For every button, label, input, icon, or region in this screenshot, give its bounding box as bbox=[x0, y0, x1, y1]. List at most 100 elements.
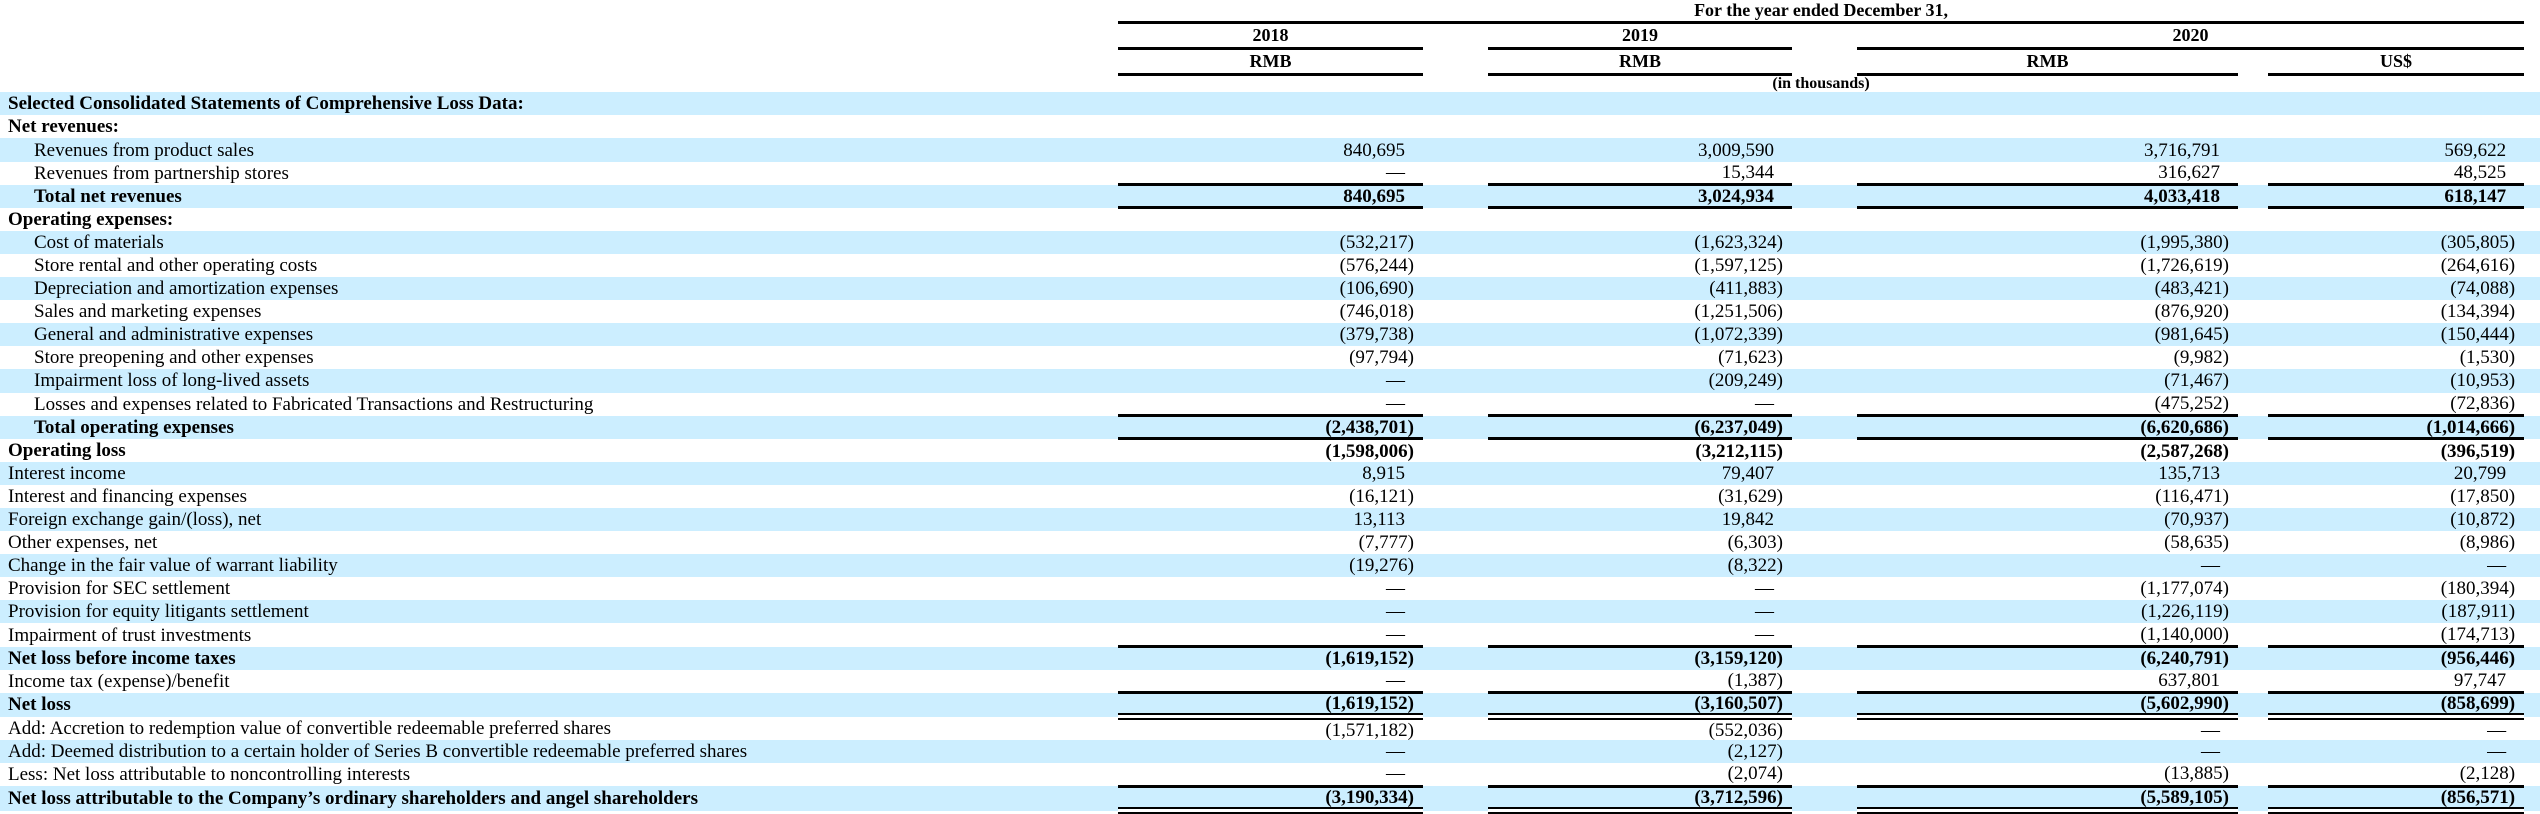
row-label: Revenues from partnership stores bbox=[34, 162, 289, 184]
column-gap bbox=[1792, 439, 1857, 462]
column-gap bbox=[2238, 184, 2268, 208]
cell-2019-rmb: — bbox=[1755, 578, 1774, 600]
column-gap bbox=[1792, 461, 1857, 485]
cell-2020-usd: (2,128) bbox=[2459, 763, 2516, 785]
cell-2020-usd: (150,444) bbox=[2268, 323, 2525, 347]
cell-2018-rmb: (106,690) bbox=[1118, 277, 1423, 301]
table-body: Selected Consolidated Statements of Comp… bbox=[0, 92, 2540, 814]
cell-2019-rmb bbox=[1488, 92, 1792, 116]
cell-2020-usd: 97,747 bbox=[2453, 669, 2507, 691]
right-margin bbox=[2524, 531, 2540, 554]
header-spacer bbox=[2524, 22, 2540, 48]
cell-2020-usd: (305,805) bbox=[2268, 230, 2525, 254]
cell-2019-rmb: (1,623,324) bbox=[1488, 230, 1792, 254]
row-label: Sales and marketing expenses bbox=[34, 301, 262, 323]
row-label: Impairment loss of long-lived assets bbox=[0, 369, 1118, 393]
table-row: Add: Accretion to redemption value of co… bbox=[0, 717, 2540, 740]
column-gap bbox=[1423, 393, 1488, 416]
column-gap bbox=[1792, 393, 1857, 416]
row-label: Store rental and other operating costs bbox=[34, 255, 318, 276]
cell-2018-rmb: — bbox=[1118, 369, 1423, 393]
cell-2018-rmb: (1,619,152) bbox=[1118, 691, 1423, 721]
cell-2019-rmb: (2,074) bbox=[1727, 763, 1783, 785]
header-gap bbox=[2238, 48, 2268, 74]
cell-2019-rmb: (1,072,339) bbox=[1488, 323, 1792, 347]
row-label: Store preopening and other expenses bbox=[34, 347, 314, 369]
cell-2018-rmb: (1,571,182) bbox=[1325, 719, 1414, 740]
cell-2020-rmb: (483,421) bbox=[1857, 277, 2238, 301]
cell-2019-rmb: (209,249) bbox=[1488, 369, 1792, 393]
cell-2019-rmb: 3,009,590 bbox=[1488, 138, 1792, 162]
column-gap bbox=[1423, 507, 1488, 532]
column-gap bbox=[1423, 184, 1488, 208]
cell-2020-rmb: (1,140,000) bbox=[2140, 623, 2229, 645]
row-label: Net loss before income taxes bbox=[0, 646, 1118, 670]
cell-2020-usd: (858,699) bbox=[2268, 691, 2525, 721]
table-row: Revenues from product sales 840,695 3,009,… bbox=[0, 138, 2540, 162]
row-label: Change in the fair value of warrant liab… bbox=[0, 554, 1118, 578]
cell-2019-rmb: 19,842 bbox=[1488, 507, 1792, 532]
row-label: Other expenses, net bbox=[8, 532, 158, 554]
column-gap bbox=[1423, 346, 1488, 369]
cell-2018-rmb bbox=[1118, 115, 1423, 138]
row-label: Operating loss bbox=[8, 439, 126, 461]
column-gap bbox=[1423, 485, 1488, 508]
cell-2020-rmb: (9,982) bbox=[2173, 347, 2229, 369]
column-gap bbox=[2238, 323, 2268, 347]
table-row: Interest and financing expenses (16,121) (… bbox=[0, 485, 2540, 508]
cell-2020-rmb: 3,716,791 bbox=[1857, 138, 2238, 162]
cell-2019-rmb: (1,387) bbox=[1727, 669, 1783, 691]
right-margin bbox=[2524, 369, 2540, 393]
year-2019: 2019 bbox=[1488, 22, 1792, 50]
column-gap bbox=[1423, 623, 1488, 646]
cell-2020-rmb: — bbox=[2201, 719, 2220, 740]
table-row: Change in the fair value of warrant liab… bbox=[0, 554, 2540, 578]
cell-2020-rmb: (2,587,268) bbox=[2140, 440, 2229, 462]
cell-2018-rmb: (379,738) bbox=[1118, 323, 1423, 347]
cell-2020-usd: (180,394) bbox=[2440, 578, 2516, 600]
cell-2019-rmb bbox=[1488, 208, 1792, 231]
right-margin bbox=[2524, 577, 2540, 600]
cell-2018-rmb: 840,695 bbox=[1118, 183, 1423, 210]
cell-2020-usd: (264,616) bbox=[2440, 255, 2516, 276]
row-label: Cost of materials bbox=[0, 230, 1118, 254]
cell-2018-rmb: (7,777) bbox=[1358, 532, 1414, 554]
cell-2020-usd: (74,088) bbox=[2268, 277, 2525, 301]
right-margin bbox=[2524, 485, 2540, 508]
header-title-row: For the year ended December 31, bbox=[0, 0, 2540, 24]
cell-2020-rmb: (1,995,380) bbox=[1857, 230, 2238, 254]
currency-2020-rmb: RMB bbox=[1857, 48, 2238, 76]
right-margin bbox=[2524, 162, 2540, 185]
cell-2020-usd: — bbox=[2487, 719, 2507, 740]
header-spacer bbox=[0, 48, 1118, 74]
table-row: Add: Deemed distribution to a certain ho… bbox=[0, 739, 2540, 764]
cell-2020-usd: (187,911) bbox=[2268, 600, 2525, 624]
column-gap bbox=[1423, 277, 1488, 301]
right-margin bbox=[2524, 623, 2540, 646]
units-note: (in thousands) bbox=[1772, 74, 1870, 92]
table-row: Provision for SEC settlement — — (1,177,074… bbox=[0, 577, 2540, 600]
column-gap bbox=[2238, 786, 2268, 811]
column-gap bbox=[1792, 577, 1857, 600]
cell-2020-usd: (396,519) bbox=[2440, 440, 2516, 462]
column-gap bbox=[2238, 230, 2268, 254]
right-margin bbox=[2524, 254, 2540, 277]
cell-2020-usd bbox=[2268, 208, 2524, 231]
cell-2020-usd: (72,836) bbox=[2450, 392, 2516, 414]
right-margin bbox=[2524, 739, 2540, 764]
column-gap bbox=[1792, 554, 1857, 578]
column-gap bbox=[1792, 300, 1857, 323]
year-2020: 2020 bbox=[1857, 22, 2525, 50]
right-margin bbox=[2524, 346, 2540, 369]
header-gap bbox=[1792, 48, 1857, 74]
column-gap bbox=[2238, 92, 2268, 116]
cell-2018-rmb: 840,695 bbox=[1118, 138, 1423, 162]
cell-2018-rmb: (1,598,006) bbox=[1325, 440, 1414, 462]
cell-2019-rmb: (3,160,507) bbox=[1488, 691, 1792, 721]
column-gap bbox=[1423, 554, 1488, 578]
cell-2020-rmb: (1,226,119) bbox=[1857, 600, 2238, 624]
column-gap bbox=[2238, 346, 2268, 369]
header-units-row: (in thousands) bbox=[0, 74, 2540, 92]
right-margin bbox=[2524, 600, 2540, 624]
currency-2018-rmb: RMB bbox=[1118, 48, 1423, 76]
